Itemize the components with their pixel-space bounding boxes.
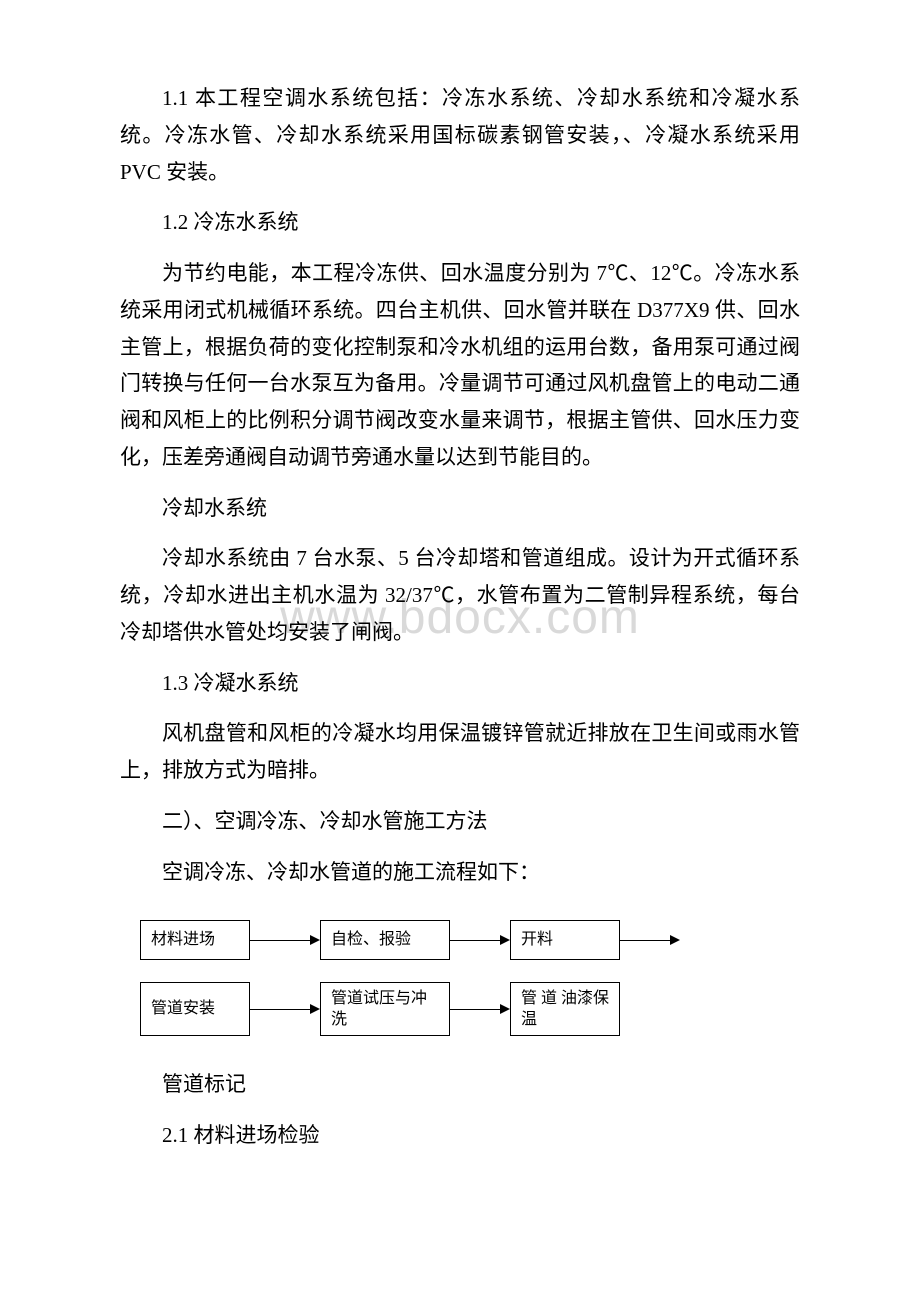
- flow-arrow: [450, 982, 510, 1036]
- heading-section-2: 二）、空调冷冻、冷却水管施工方法: [120, 803, 800, 840]
- flow-box-b3: 开料: [510, 920, 620, 960]
- flow-box-b1: 材料进场: [140, 920, 250, 960]
- flow-row: 材料进场 自检、报验 开料: [140, 920, 800, 960]
- flow-arrow: [250, 982, 320, 1036]
- document-page: www.bdocx.com 1.1 本工程空调水系统包括：冷冻水系统、冷却水系统…: [0, 0, 920, 1302]
- flow-arrow: [450, 920, 510, 960]
- flow-box-b6: 管 道 油漆保温: [510, 982, 620, 1036]
- flow-box-b5: 管道试压与冲洗: [320, 982, 450, 1036]
- flow-arrow: [620, 920, 680, 960]
- paragraph-1-2-body: 为节约电能，本工程冷冻供、回水温度分别为 7℃、12℃。冷冻水系统采用闭式机械循…: [120, 255, 800, 476]
- flow-box-b4: 管道安装: [140, 982, 250, 1036]
- heading-1-2: 1.2 冷冻水系统: [120, 204, 800, 241]
- paragraph-1-1: 1.1 本工程空调水系统包括：冷冻水系统、冷却水系统和冷凝水系统。冷冻水管、冷却…: [120, 80, 800, 190]
- flow-box-b2: 自检、报验: [320, 920, 450, 960]
- flow-arrow: [250, 920, 320, 960]
- page-content: 1.1 本工程空调水系统包括：冷冻水系统、冷却水系统和冷凝水系统。冷冻水管、冷却…: [120, 80, 800, 1154]
- flow-row: 管道安装 管道试压与冲洗 管 道 油漆保温: [140, 982, 800, 1036]
- paragraph-pipe-mark: 管道标记: [120, 1066, 800, 1103]
- heading-1-3: 1.3 冷凝水系统: [120, 665, 800, 702]
- heading-2-1: 2.1 材料进场检验: [120, 1117, 800, 1154]
- paragraph-cooling-body: 冷却水系统由 7 台水泵、5 台冷却塔和管道组成。设计为开式循环系统，冷却水进出…: [120, 540, 800, 650]
- construction-flowchart: 材料进场 自检、报验 开料管道安装 管道试压与冲洗 管 道 油漆保温: [140, 920, 800, 1036]
- heading-cooling: 冷却水系统: [120, 490, 800, 527]
- paragraph-flow-intro: 空调冷冻、冷却水管道的施工流程如下：: [120, 854, 800, 891]
- paragraph-1-3-body: 风机盘管和风柜的冷凝水均用保温镀锌管就近排放在卫生间或雨水管上，排放方式为暗排。: [120, 715, 800, 789]
